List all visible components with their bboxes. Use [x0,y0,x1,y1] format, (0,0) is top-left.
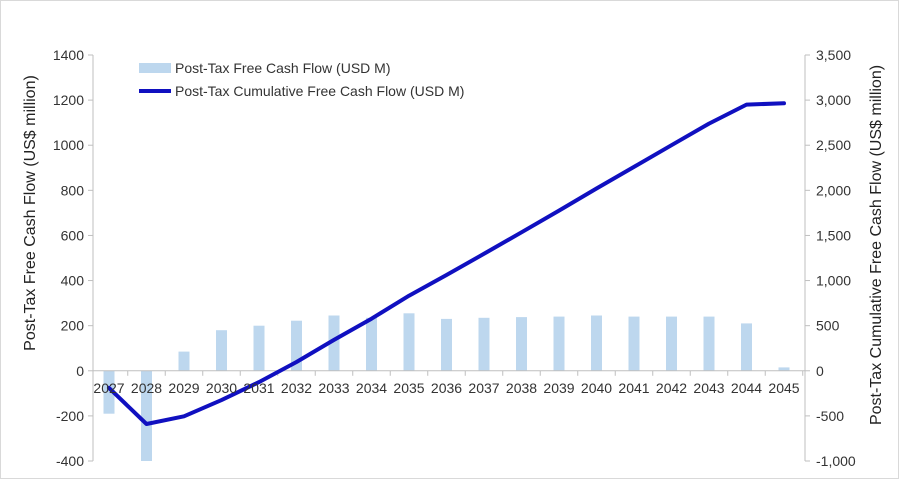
line-point-2038 [520,230,523,234]
line-point-2028 [145,422,148,426]
line-point-2036 [445,273,448,277]
y-left-tick-label: -200 [56,408,84,424]
x-tick-label: 2033 [318,380,349,396]
bar-2045 [778,367,790,371]
line-point-2041 [632,165,636,169]
bar-2039 [553,316,565,371]
line-point-2037 [482,252,486,256]
y-left-tick-label: 1400 [53,47,84,63]
x-tick-label: 2034 [356,380,387,396]
x-tick-label: 2039 [543,380,574,396]
y-axis-right-title: Post-Tax Cumulative Free Cash Flow (US$ … [868,65,885,425]
x-tick-label: 2032 [281,380,312,396]
x-tick-label: 2037 [468,380,499,396]
legend-bar-label: Post-Tax Free Cash Flow (USD M) [175,60,390,76]
bar-2031 [253,325,265,371]
bar-2032 [291,320,302,371]
y-left-tick-label: -400 [56,453,84,469]
y-right-tick-label: 500 [816,318,840,334]
x-tick-label: 2038 [506,380,537,396]
line-point-2027 [107,386,111,390]
bar-2041 [628,316,640,371]
y-right-tick-label: 1,000 [816,273,851,289]
x-tick-label: 2045 [768,380,799,396]
line-point-2042 [670,143,673,147]
x-tick-label: 2031 [243,380,274,396]
cumulative-line [107,101,786,426]
bar-2035 [403,313,415,371]
y-right-tick-label: -500 [816,408,844,424]
y-axis-left-title: Post-Tax Free Cash Flow (US$ million) [22,75,39,351]
legend-line-label: Post-Tax Cumulative Free Cash Flow (USD … [175,83,464,99]
y-left-tick-label: 1000 [53,137,84,153]
x-tick-labels: 2027 2028 2029 2030 2031 2032 2033 2034 2035 2036… [93,380,799,396]
y-right-tick-label: 2,000 [816,182,851,198]
x-tick-label: 2040 [581,380,612,396]
x-tick-label: 2044 [731,380,762,396]
line-point-2029 [182,414,186,418]
bar-2043 [703,316,715,371]
x-tick-label: 2042 [656,380,687,396]
x-tick-label: 2029 [168,380,199,396]
y-left-tick-label: 800 [61,182,85,198]
line-point-2033 [332,338,336,342]
y-left-tick-label: 0 [76,363,84,379]
y-right-tick-label: 2,500 [816,137,851,153]
y-right-tick-label: 3,000 [816,92,851,108]
y-right-tick-label: 0 [816,363,824,379]
bar-2040 [591,315,602,371]
bar-2038 [516,317,527,371]
line-point-2043 [707,122,711,126]
x-tick-label: 2030 [206,380,237,396]
y-right-tick-label: 3,500 [816,47,851,63]
x-tick-label: 2027 [93,380,124,396]
y-left-tick-label: 1200 [53,92,84,108]
x-tick-label: 2036 [431,380,462,396]
bar-2037 [478,317,490,371]
line-point-2030 [220,398,223,402]
bar-2036 [441,318,452,371]
line-layer [107,101,786,426]
line-point-2031 [257,380,261,384]
bars-layer [103,313,790,461]
bar-2028 [141,370,152,461]
line-point-2032 [295,360,298,364]
line-point-2035 [407,294,411,298]
line-point-2039 [557,209,561,213]
bar-2033 [328,315,340,371]
legend: Post-Tax Free Cash Flow (USD M) Post-Tax… [139,60,464,99]
x-tick-label: 2043 [693,380,724,396]
bar-2029 [178,351,190,371]
legend-bar-swatch [139,63,171,73]
line-point-2034 [370,317,373,321]
y-left-tick-label: 200 [61,318,85,334]
line-point-2044 [745,103,748,107]
x-tick-label: 2028 [131,380,162,396]
bar-2030 [216,330,227,371]
bar-2044 [741,323,752,371]
bar-2034 [366,317,377,371]
y-left-tick-label: 600 [61,227,85,243]
x-tick-label: 2041 [618,380,649,396]
x-tick-label: 2035 [393,380,424,396]
y-right-tick-label: 1,500 [816,227,851,243]
bar-2027 [103,370,115,414]
axes-layer: -400 -200 0 200 400 600 800 1000 1200 1400 -1,000 -… [53,47,856,469]
y-right-tick-label: -1,000 [816,453,856,469]
y-left-tick-label: 400 [61,273,85,289]
bar-2042 [666,316,677,371]
line-point-2045 [782,101,786,105]
line-point-2040 [595,187,598,190]
